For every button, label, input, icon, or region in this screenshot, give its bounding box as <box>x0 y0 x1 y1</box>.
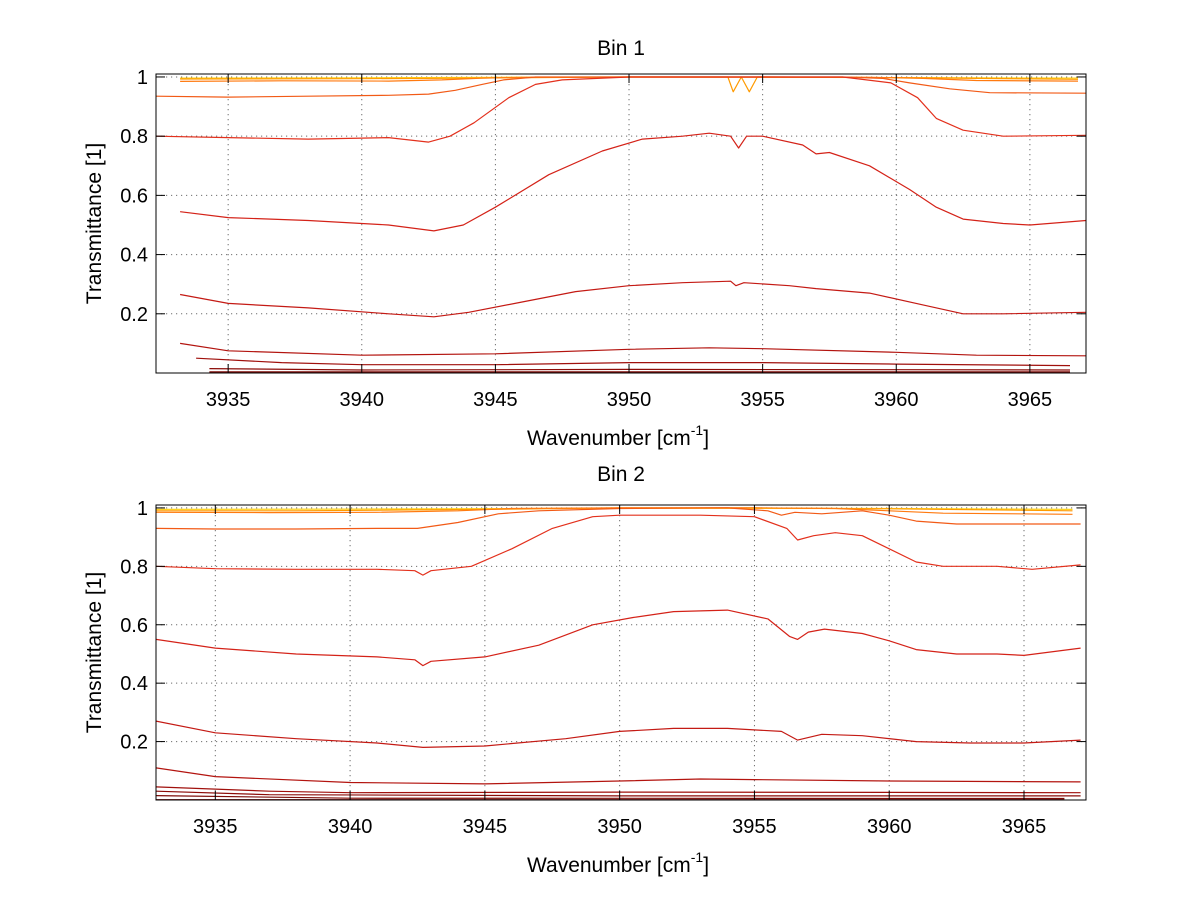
x-tick-label: 3935 <box>193 816 238 838</box>
series-line-10 <box>209 368 1071 371</box>
x-tick-label: 3955 <box>732 816 777 838</box>
x-tick-label: 3960 <box>874 389 919 411</box>
series-line-7 <box>156 720 1081 748</box>
series-line-5 <box>156 514 1081 576</box>
series-line-6 <box>180 132 1086 232</box>
y-tick-label: 1 <box>137 498 148 520</box>
series-line-8 <box>180 342 1086 357</box>
series-line-4 <box>156 76 1086 98</box>
subplot-1: 3935 3940 3945 3950 3955 3960 3965 0.2 0.4 0.6 0.8… <box>83 37 1087 450</box>
x-tick-label: 3950 <box>597 816 642 838</box>
x-tick-label: 3945 <box>473 389 518 411</box>
y-tick-label: 0.2 <box>120 732 148 754</box>
x-axis-label: Wavenumber [cm-1] <box>527 849 709 877</box>
y-tick-label: 0.6 <box>120 615 148 637</box>
y-tick-label: 0.4 <box>120 673 148 695</box>
y-tick-label: 0.8 <box>120 556 148 578</box>
x-tick-label: 3950 <box>607 389 652 411</box>
axes-frame <box>155 504 1087 801</box>
x-axis-label-text: Wavenumber [cm <box>527 854 691 877</box>
y-axis-label: Transmittance [1] <box>83 143 106 304</box>
x-axis-label-exponent: -1 <box>691 422 704 438</box>
y-tick-label: 0.6 <box>120 185 148 207</box>
x-tick-label: 3965 <box>1008 389 1053 411</box>
series-group <box>156 507 1081 800</box>
series-group <box>156 76 1086 373</box>
y-tick-label: 0.8 <box>120 126 148 148</box>
x-axis-label-exponent: -1 <box>691 849 704 865</box>
series-line-9 <box>156 786 1081 794</box>
series-line-7 <box>179 280 1086 318</box>
x-tick-label: 3945 <box>463 816 508 838</box>
chart-title: Bin 2 <box>597 463 645 486</box>
subplot-2: 3935 3940 3945 3950 3955 3960 3965 0.2 0.4 0.6 0.8… <box>83 463 1087 877</box>
x-tick-label: 3940 <box>328 816 373 838</box>
chart-title: Bin 1 <box>597 37 645 60</box>
x-axis-label-end: ] <box>703 854 709 877</box>
x-tick-label: 3965 <box>1002 816 1047 838</box>
series-line-9 <box>196 357 1071 367</box>
x-axis-label-text: Wavenumber [cm <box>527 427 691 450</box>
x-axis-label: Wavenumber [cm-1] <box>527 422 709 450</box>
x-tick-label: 3935 <box>206 389 251 411</box>
y-axis-label: Transmittance [1] <box>83 572 106 733</box>
axes-frame <box>155 73 1087 374</box>
x-tick-label: 3960 <box>867 816 912 838</box>
y-tick-label: 0.4 <box>120 245 148 267</box>
x-axis-label-end: ] <box>703 427 709 450</box>
series-line-8 <box>156 767 1081 785</box>
series-line-10 <box>156 790 1081 797</box>
x-tick-label: 3955 <box>740 389 785 411</box>
y-tick-label: 1 <box>137 67 148 89</box>
series-line-6 <box>156 609 1081 667</box>
x-tick-label: 3940 <box>340 389 385 411</box>
y-tick-label: 0.2 <box>120 304 148 326</box>
series-line-4 <box>156 507 1081 530</box>
series-line-5 <box>156 76 1086 143</box>
